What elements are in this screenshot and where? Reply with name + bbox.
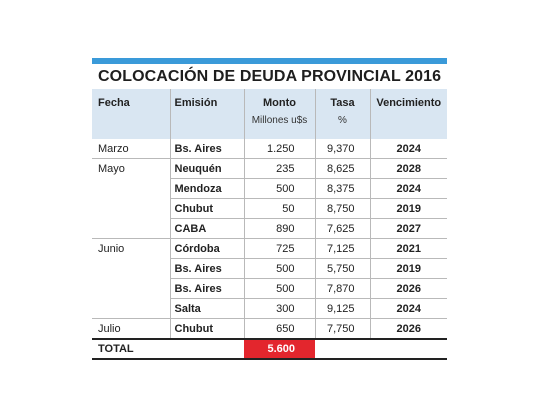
total-row: TOTAL 5.600: [92, 338, 447, 360]
table-row: CABA 890 7,625 2027: [92, 218, 447, 239]
cell-fecha: Marzo: [92, 139, 170, 159]
cell-fecha: [92, 218, 170, 239]
cell-vencimiento: 2024: [369, 178, 447, 199]
cell-tasa: 8,750: [314, 198, 370, 219]
table-row: Bs. Aires 500 5,750 2019: [92, 258, 447, 279]
cell-vencimiento: 2024: [369, 298, 447, 319]
table-row: Bs. Aires 500 7,870 2026: [92, 278, 447, 299]
header-tasa: Tasa %: [314, 89, 370, 139]
cell-monto: 890: [243, 218, 315, 239]
cell-emision: Chubut: [169, 318, 244, 340]
cell-tasa: 7,625: [314, 218, 370, 239]
cell-tasa: 7,125: [314, 238, 370, 259]
total-empty-cell: [170, 338, 244, 360]
header-monto-unit: Millones u$s: [251, 115, 308, 126]
table-title: COLOCACIÓN DE DEUDA PROVINCIAL 2016: [98, 68, 442, 85]
cell-emision: Neuquén: [169, 158, 244, 179]
total-empty-cell: [370, 338, 447, 360]
cell-monto: 725: [243, 238, 315, 259]
table-row: Chubut 50 8,750 2019: [92, 198, 447, 219]
title-accent-bar: [92, 58, 447, 64]
cell-emision: Mendoza: [169, 178, 244, 199]
table-row: Mayo Neuquén 235 8,625 2028: [92, 158, 447, 179]
cell-emision: Bs. Aires: [169, 139, 244, 159]
cell-tasa: 8,625: [314, 158, 370, 179]
cell-monto: 650: [243, 318, 315, 340]
cell-monto: 500: [243, 278, 315, 299]
cell-fecha: Junio: [98, 242, 125, 255]
cell-fecha: Julio: [92, 318, 170, 340]
cell-vencimiento: 2019: [369, 258, 447, 279]
table-row: Marzo Bs. Aires 1.250 9,370 2024: [92, 139, 447, 159]
header-monto-label: Monto: [263, 97, 296, 109]
cell-monto: 500: [243, 258, 315, 279]
header-tasa-label: Tasa: [330, 97, 355, 109]
total-monto: 5.600: [244, 338, 315, 360]
cell-monto: 500: [243, 178, 315, 199]
cell-emision: CABA: [169, 218, 244, 239]
cell-monto: 1.250: [243, 139, 315, 159]
header-fecha: Fecha: [98, 97, 130, 109]
cell-emision: Chubut: [169, 198, 244, 219]
cell-fecha: [92, 259, 170, 279]
cell-vencimiento: 2026: [369, 278, 447, 299]
table-row: Salta 300 9,125 2024: [92, 298, 447, 319]
header-emision: Emisión: [169, 89, 244, 139]
cell-emision: Bs. Aires: [169, 258, 244, 279]
header-vencimiento: Vencimiento: [369, 89, 447, 139]
cell-vencimiento: 2019: [369, 198, 447, 219]
cell-tasa: 7,870: [314, 278, 370, 299]
table-row: Mendoza 500 8,375 2024: [92, 178, 447, 199]
cell-vencimiento: 2024: [369, 139, 447, 159]
cell-fecha: [92, 179, 170, 199]
table-row: Junio Córdoba 725 7,125 2021: [92, 238, 447, 259]
cell-tasa: 8,375: [314, 178, 370, 199]
cell-fecha: Mayo: [98, 162, 125, 175]
header-tasa-unit: %: [338, 115, 347, 126]
cell-emision: Córdoba: [169, 238, 244, 259]
cell-vencimiento: 2027: [369, 218, 447, 239]
header-row: Fecha Emisión Monto Millones u$s Tasa % …: [92, 89, 447, 139]
cell-monto: 50: [243, 198, 315, 219]
cell-tasa: 9,125: [314, 298, 370, 319]
cell-vencimiento: 2028: [369, 158, 447, 179]
total-label: TOTAL: [92, 338, 170, 360]
cell-fecha: [92, 199, 170, 219]
cell-emision: Salta: [169, 298, 244, 319]
cell-monto: 235: [243, 158, 315, 179]
cell-tasa: 9,370: [314, 139, 370, 159]
cell-vencimiento: 2026: [369, 318, 447, 340]
cell-emision: Bs. Aires: [169, 278, 244, 299]
cell-vencimiento: 2021: [369, 238, 447, 259]
cell-fecha: [92, 298, 170, 319]
cell-tasa: 7,750: [314, 318, 370, 340]
table-row: Julio Chubut 650 7,750 2026: [92, 318, 447, 340]
header-monto: Monto Millones u$s: [243, 89, 315, 139]
debt-table: Fecha Emisión Monto Millones u$s Tasa % …: [92, 89, 447, 360]
cell-tasa: 5,750: [314, 258, 370, 279]
cell-monto: 300: [243, 298, 315, 319]
total-empty-cell: [315, 338, 370, 360]
cell-fecha: [92, 279, 170, 299]
